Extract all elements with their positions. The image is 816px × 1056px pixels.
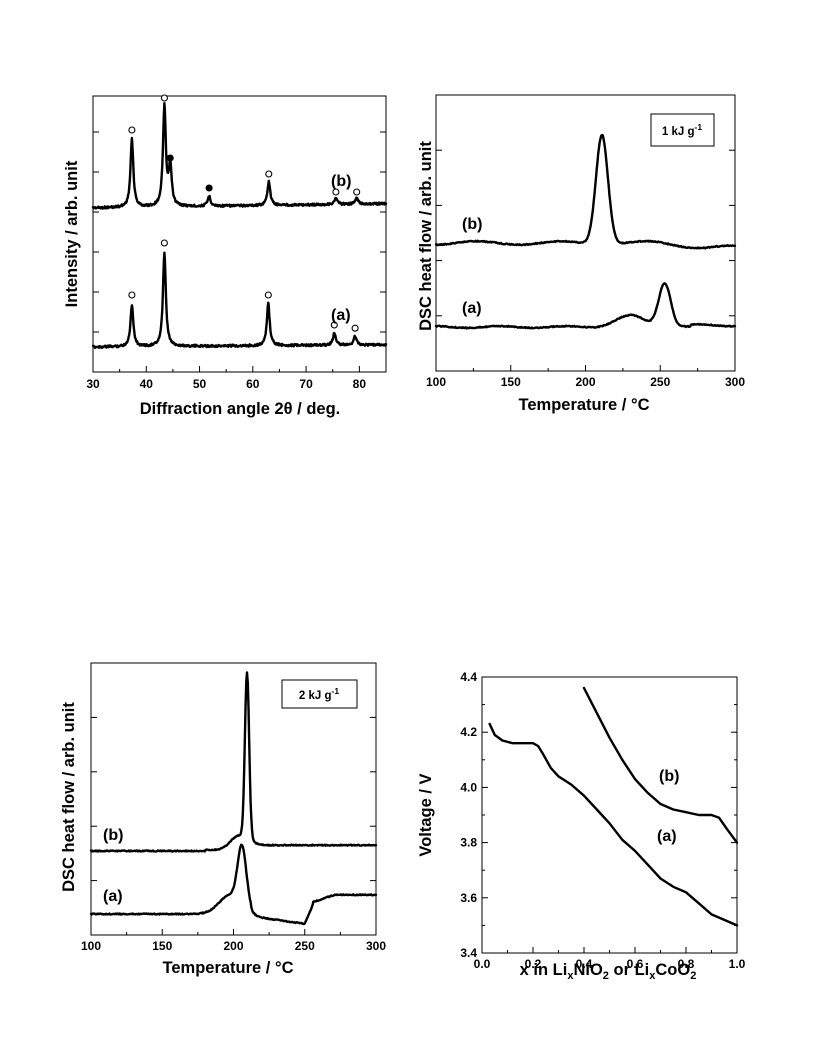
voltage-x-tick-label: 0.8 [678,957,695,971]
voltage-y-tick-label: 3.6 [460,891,477,905]
voltage-y-tick-label: 4.2 [460,725,477,739]
dsc2-x-tick-label: 100 [81,939,101,953]
voltage-ylabel: Voltage / V [417,773,435,856]
xrd-xlabel: Diffraction angle 2θ / deg. [140,400,341,418]
xrd-series-b-label: (b) [331,173,351,190]
dsc2-ylabel: DSC heat flow / arb. unit [60,702,78,892]
xrd-peak-marker-open [128,126,136,134]
voltage-series-b-label: (b) [659,768,679,785]
dsc2-curve-a [89,843,378,926]
dsc1-panel: 100 150 200 250 300 1 kJ g-1 Temperature / °… [417,94,745,414]
dsc1-ylabel: DSC heat flow / arb. unit [417,141,435,331]
voltage-xlabel: x in LixNiO2 or LixCoO2 [520,961,697,982]
dsc2-x-tick-label: 150 [152,939,172,953]
xrd-series-a-label: (a) [331,307,351,324]
xrd-peak-marker-filled [166,154,174,162]
xrd-x-tick-label: 70 [299,377,313,391]
xrd-x-tick-label: 30 [86,377,100,391]
xrd-peak-marker-open [160,94,168,102]
voltage-panel: 0.0 0.2 0.4 0.6 0.8 1.0 3.4 3.6 3.8 4.0 4.2 4.4 x i… [417,670,746,982]
xrd-x-tick-label: 60 [246,377,260,391]
dsc1-series-a-label: (a) [462,300,482,317]
dsc2-xlabel: Temperature / °C [163,959,294,977]
voltage-x-tick-label: 0.2 [525,957,542,971]
voltage-x-tick-label: 0.0 [474,957,491,971]
dsc1-x-tick-label: 300 [725,375,745,389]
dsc2-x-tick-label: 250 [295,939,315,953]
xrd-x-tick-label: 80 [353,377,367,391]
voltage-x-tick-label: 0.4 [576,957,593,971]
voltage-x-tick-label: 1.0 [729,957,746,971]
voltage-series-a-label: (a) [657,828,677,845]
xrd-peak-marker-open [351,324,359,332]
xrd-ylabel: Intensity / arb. unit [63,160,81,307]
dsc1-series-b-label: (b) [462,216,482,233]
dsc1-x-tick-label: 200 [575,375,595,389]
dsc2-panel: 100 150 200 250 300 2 kJ g-1 Temperature / °… [60,662,386,977]
dsc2-series-b-label: (b) [103,827,123,844]
dsc1-xlabel: Temperature / °C [519,396,650,414]
xrd-peak-marker-open [128,291,136,299]
dsc1-scale-label: 1 kJ g-1 [662,122,702,138]
xrd-peak-marker-open [264,291,272,299]
xrd-x-tick-label: 40 [140,377,154,391]
xrd-peak-marker-open [160,239,168,247]
voltage-curve-b [582,686,739,844]
xrd-peak-marker-filled [205,184,213,192]
xrd-curve-a [91,251,388,349]
dsc2-frame [90,662,377,936]
dsc1-curve-a [434,282,737,330]
dsc2-x-tick-label: 300 [366,939,386,953]
xrd-x-tick-label: 50 [193,377,207,391]
dsc1-x-tick-label: 250 [650,375,670,389]
xrd-frame [92,95,387,373]
voltage-y-tick-label: 4.4 [460,670,477,684]
dsc2-scale-label: 2 kJ g-1 [299,686,339,702]
voltage-y-tick-label: 3.4 [460,946,477,960]
xrd-peak-marker-open [265,170,273,178]
dsc2-x-tick-label: 200 [223,939,243,953]
voltage-x-tick-label: 0.6 [627,957,644,971]
dsc1-x-tick-label: 100 [426,375,446,389]
xrd-peak-marker-open [353,188,361,196]
xrd-peak-marker-open [330,321,338,329]
voltage-y-tick-label: 4.0 [460,780,477,794]
xrd-curve-b [91,101,388,210]
dsc1-scale-box [650,113,715,147]
xrd-panel: 30 40 50 60 70 80 Diffraction angle 2θ / deg.… [63,94,388,418]
dsc1-x-tick-label: 150 [501,375,521,389]
dsc2-curve-b [89,671,378,853]
dsc1-curve-b [434,133,737,250]
dsc2-series-a-label: (a) [103,888,123,905]
dsc2-scale-box [281,679,358,709]
voltage-curve-a [488,722,739,927]
xrd-peak-marker-open [332,188,340,196]
voltage-y-tick-label: 3.8 [460,836,477,850]
